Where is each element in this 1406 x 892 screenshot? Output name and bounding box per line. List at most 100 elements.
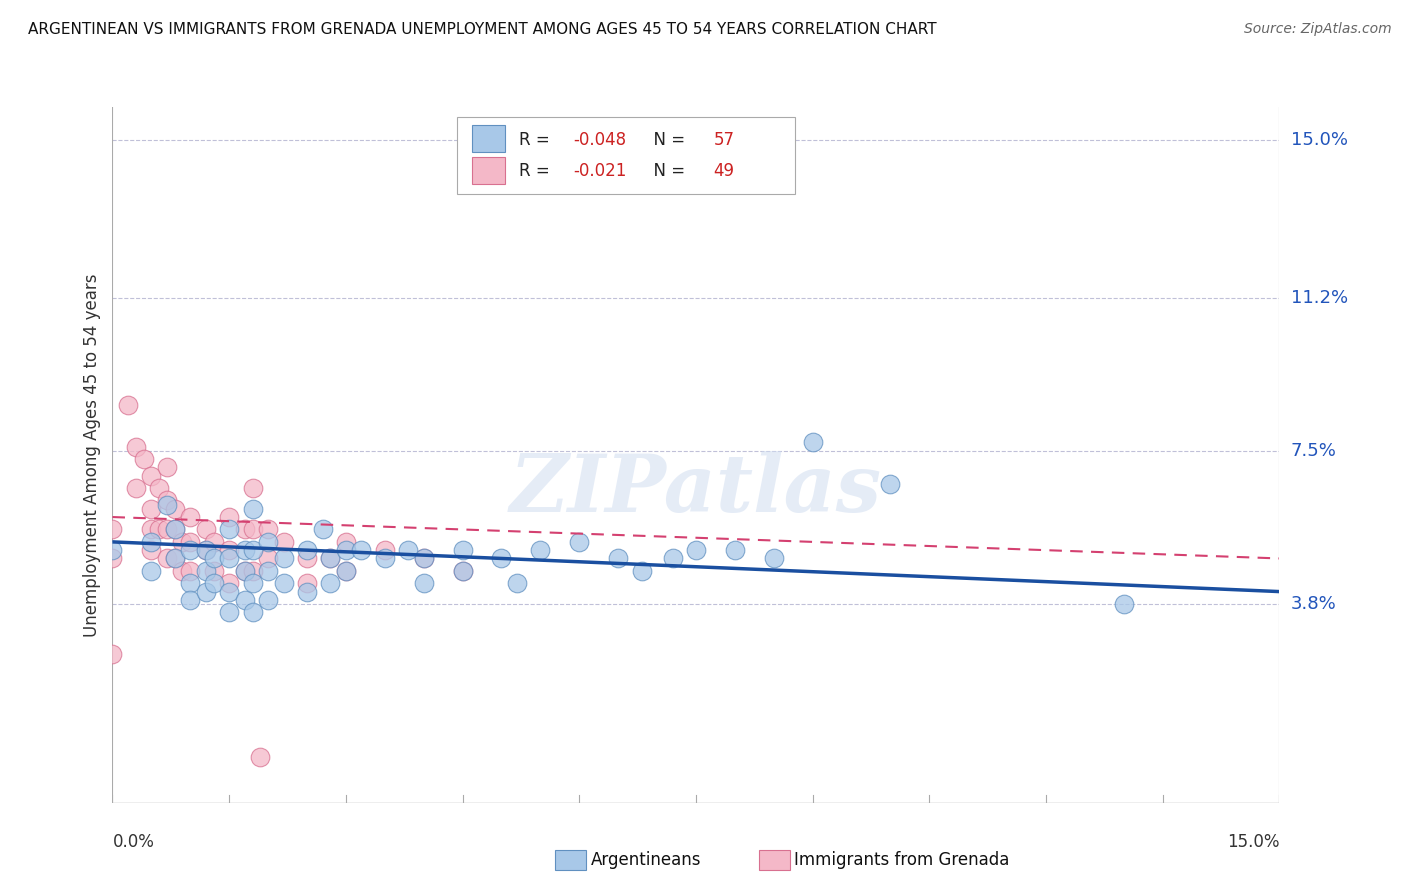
Point [202, 576, 225, 591]
Text: Immigrants from Grenada: Immigrants from Grenada [794, 851, 1010, 869]
Point [194, 543, 217, 558]
Point [233, 564, 256, 578]
Point [319, 551, 342, 566]
Point [242, 501, 264, 516]
Point [879, 476, 901, 491]
Point [163, 523, 186, 537]
Point [335, 564, 357, 578]
Point [242, 523, 264, 537]
Point [101, 551, 124, 566]
Point [374, 543, 396, 558]
Point [661, 551, 683, 566]
Point [451, 543, 474, 558]
Point [242, 576, 264, 591]
Point [412, 576, 434, 591]
Point [451, 564, 474, 578]
Point [179, 564, 201, 578]
Text: 0.0%: 0.0% [112, 833, 155, 851]
Point [249, 750, 271, 764]
Point [374, 551, 396, 566]
Point [141, 501, 163, 516]
Point [335, 564, 357, 578]
Text: Argentineans: Argentineans [591, 851, 702, 869]
Point [801, 435, 824, 450]
Point [218, 551, 240, 566]
Point [218, 605, 240, 619]
Point [179, 592, 201, 607]
FancyBboxPatch shape [472, 125, 505, 152]
Point [172, 564, 194, 578]
Point [163, 501, 186, 516]
Point [218, 584, 240, 599]
Point [141, 535, 163, 549]
Point [194, 584, 217, 599]
Point [295, 551, 318, 566]
Text: 3.8%: 3.8% [1291, 595, 1336, 613]
Point [156, 551, 179, 566]
Text: R =: R = [519, 162, 554, 180]
FancyBboxPatch shape [457, 118, 796, 194]
Point [125, 481, 148, 495]
Point [132, 452, 155, 467]
Point [295, 576, 318, 591]
Text: -0.021: -0.021 [574, 162, 627, 180]
Point [156, 460, 179, 475]
Point [257, 551, 280, 566]
Point [179, 576, 201, 591]
Point [295, 543, 318, 558]
Point [257, 523, 280, 537]
Point [529, 543, 551, 558]
Point [607, 551, 630, 566]
Point [218, 523, 240, 537]
Point [242, 481, 264, 495]
Point [568, 535, 591, 549]
Point [242, 605, 264, 619]
Point [630, 564, 652, 578]
Point [101, 523, 124, 537]
Point [156, 493, 179, 508]
Point [295, 584, 318, 599]
Point [141, 468, 163, 483]
Point [311, 523, 333, 537]
Point [506, 576, 529, 591]
Point [141, 564, 163, 578]
Point [273, 576, 295, 591]
Y-axis label: Unemployment Among Ages 45 to 54 years: Unemployment Among Ages 45 to 54 years [83, 273, 101, 637]
Point [218, 576, 240, 591]
Point [335, 535, 357, 549]
Text: -0.048: -0.048 [574, 131, 627, 150]
Point [218, 543, 240, 558]
Text: ARGENTINEAN VS IMMIGRANTS FROM GRENADA UNEMPLOYMENT AMONG AGES 45 TO 54 YEARS CO: ARGENTINEAN VS IMMIGRANTS FROM GRENADA U… [28, 22, 936, 37]
Point [257, 564, 280, 578]
Point [194, 564, 217, 578]
Point [491, 551, 513, 566]
Point [202, 564, 225, 578]
Point [412, 551, 434, 566]
Point [242, 564, 264, 578]
Point [179, 510, 201, 524]
Point [148, 481, 170, 495]
Text: Source: ZipAtlas.com: Source: ZipAtlas.com [1244, 22, 1392, 37]
Text: 57: 57 [713, 131, 734, 150]
Point [156, 498, 179, 512]
Point [179, 535, 201, 549]
Point [335, 543, 357, 558]
Point [233, 523, 256, 537]
Point [350, 543, 373, 558]
Text: 15.0%: 15.0% [1291, 131, 1347, 149]
Point [396, 543, 419, 558]
Point [257, 592, 280, 607]
Point [242, 543, 264, 558]
Text: 7.5%: 7.5% [1291, 442, 1337, 459]
Point [218, 510, 240, 524]
Point [156, 523, 179, 537]
Point [202, 535, 225, 549]
Point [202, 551, 225, 566]
Point [194, 523, 217, 537]
Text: R =: R = [519, 131, 554, 150]
Point [101, 647, 124, 661]
Point [141, 543, 163, 558]
Point [762, 551, 785, 566]
Point [101, 543, 124, 558]
Point [1112, 597, 1135, 611]
